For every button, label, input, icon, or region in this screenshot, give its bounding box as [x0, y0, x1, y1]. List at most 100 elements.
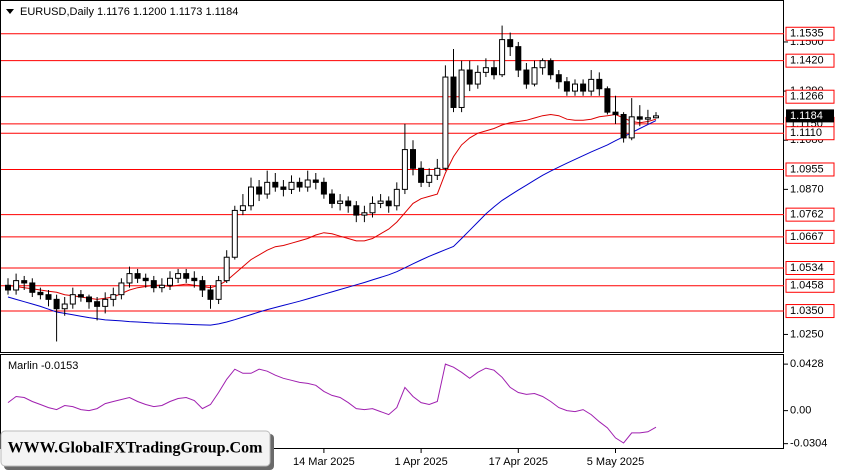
- candle-body: [539, 60, 546, 69]
- candle-body: [426, 174, 433, 183]
- watermark-text: WWW.GlobalFXTradingGroup.Com: [8, 440, 264, 457]
- last-price-label: 1.1184: [790, 110, 823, 122]
- candle-body: [199, 280, 206, 291]
- candle-body: [102, 298, 109, 307]
- candle-body: [458, 69, 465, 108]
- candle-body: [588, 78, 595, 92]
- candle-body: [491, 67, 497, 76]
- candle-body: [482, 67, 489, 73]
- moving-average-line: [7, 120, 657, 326]
- levels-layer: [1, 33, 784, 312]
- candle-body: [628, 116, 635, 139]
- candle-body: [580, 83, 587, 92]
- indicator-line: [7, 363, 657, 444]
- candle-body: [523, 69, 530, 85]
- candle-body: [612, 111, 619, 115]
- level-label: 1.0667: [790, 231, 824, 243]
- candle-body: [223, 256, 230, 282]
- candle-body: [77, 294, 84, 298]
- level-label: 1.0350: [790, 305, 824, 317]
- candle-body: [61, 303, 68, 310]
- candle-body: [134, 273, 141, 279]
- candle-body: [280, 186, 287, 190]
- candle-body: [53, 298, 60, 310]
- x-tick-label: 14 Mar 2025: [293, 456, 355, 468]
- candle-body: [94, 301, 101, 307]
- x-tick-label: 17 Apr 2025: [489, 456, 548, 468]
- level-label-box: [785, 207, 835, 222]
- x-tick-label: 1 Apr 2025: [394, 456, 447, 468]
- menu-arrow[interactable]: [6, 9, 14, 14]
- level-label: 1.1266: [790, 91, 824, 103]
- candle-body: [183, 273, 190, 279]
- indicator-panel-frame: [0, 354, 784, 449]
- candle-body: [636, 116, 643, 120]
- candle-body: [442, 76, 449, 169]
- candle-body: [320, 181, 327, 195]
- level-label: 1.1110: [790, 127, 822, 139]
- candle-body: [264, 181, 271, 195]
- candle-body: [158, 284, 165, 289]
- candle-body: [142, 277, 149, 282]
- candle-body: [377, 200, 384, 204]
- candle-body: [5, 284, 11, 291]
- level-label-box: [785, 126, 835, 141]
- candle-body: [410, 149, 416, 169]
- candle-body: [296, 181, 303, 188]
- candle-body: [644, 117, 651, 120]
- candle-body: [248, 186, 254, 207]
- candle-body: [329, 193, 335, 204]
- candle-body: [653, 115, 659, 119]
- candle-body: [29, 282, 36, 293]
- candle-body: [555, 74, 562, 83]
- chart-header: EURUSD,Daily 1.1176 1.1200 1.1173 1.1184: [20, 6, 238, 18]
- candle-body: [45, 294, 52, 300]
- level-label-box: [785, 260, 835, 275]
- candle-body: [401, 149, 408, 190]
- last-price-box: [786, 109, 834, 123]
- indicator-tick-label: -0.0304: [790, 438, 827, 450]
- watermark: WWW.GlobalFXTradingGroup.Com: [0, 430, 274, 470]
- level-label-box: [785, 162, 835, 177]
- candle-body: [150, 280, 157, 289]
- indicator-tick-label: 0.00: [790, 405, 811, 417]
- level-label-box: [785, 26, 835, 41]
- candle-body: [474, 71, 481, 85]
- level-label: 1.1535: [790, 28, 824, 40]
- candle-body: [110, 294, 117, 300]
- candle-body: [118, 282, 125, 296]
- main-panel-frame: [0, 0, 784, 353]
- candle-body: [13, 280, 20, 291]
- level-label: 1.1420: [790, 55, 824, 67]
- watermark-box: [0, 430, 271, 467]
- level-label: 1.0534: [790, 262, 824, 274]
- candles-layer: [5, 25, 659, 342]
- candle-body: [353, 205, 360, 216]
- level-label: 1.0458: [790, 280, 824, 292]
- candle-body: [572, 83, 578, 92]
- level-label: 1.0955: [790, 163, 824, 175]
- level-label-box: [785, 304, 835, 319]
- candle-body: [515, 46, 522, 71]
- candle-body: [450, 76, 457, 108]
- candle-body: [69, 294, 76, 305]
- labels-layer: 1.15351.14201.12661.11501.11101.09551.07…: [785, 26, 835, 319]
- candle-body: [531, 67, 538, 85]
- candle-body: [215, 280, 222, 300]
- candle-body: [288, 181, 295, 190]
- candle-body: [175, 273, 182, 279]
- candle-body: [385, 200, 392, 207]
- candle-body: [418, 167, 425, 183]
- candle-body: [466, 69, 473, 85]
- level-label-box: [785, 53, 835, 68]
- candle-body: [37, 291, 44, 296]
- candle-body: [272, 181, 279, 188]
- candle-body: [604, 88, 611, 113]
- candle-body: [563, 81, 570, 92]
- candle-body: [191, 277, 198, 282]
- y-tick-label: 1.0250: [790, 328, 824, 340]
- indicator-tick-label: 0.0428: [790, 358, 824, 370]
- candle-body: [547, 60, 554, 76]
- candle-body: [239, 205, 246, 211]
